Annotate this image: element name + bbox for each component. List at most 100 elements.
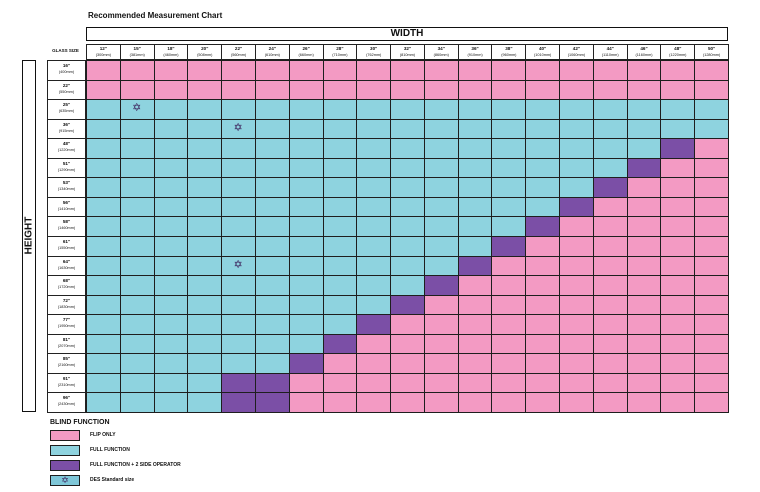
grid-cell — [525, 99, 561, 120]
grid-cell — [626, 138, 662, 159]
grid-cell — [153, 392, 189, 413]
grid-cell — [626, 372, 662, 394]
grid-cell — [356, 216, 392, 237]
grid-cell — [288, 333, 324, 355]
grid-cell — [254, 99, 290, 120]
grid-cell — [119, 118, 155, 140]
grid-cell — [694, 79, 729, 101]
column-header-inches: 50" — [707, 46, 716, 51]
grid-cell — [187, 333, 223, 355]
glass-size-label: GLASS SIZE — [52, 48, 79, 53]
grid-cell — [423, 177, 459, 198]
grid-cell — [153, 255, 189, 277]
grid-cell — [322, 255, 358, 277]
grid-cell — [694, 118, 729, 140]
grid-cell — [288, 60, 324, 81]
grid-cell — [288, 236, 324, 257]
grid-cell — [592, 294, 628, 316]
row-header-mm: (2070mm) — [57, 343, 76, 348]
grid-cell — [559, 314, 594, 335]
column-header-mm: (860mm) — [433, 53, 449, 57]
grid-cell — [559, 294, 594, 316]
column-header-inches: 12" — [99, 46, 108, 51]
grid-cell — [559, 392, 594, 413]
grid-cell — [592, 216, 628, 237]
grid-cell — [423, 79, 459, 101]
grid-cell — [119, 294, 155, 316]
grid-cell — [694, 353, 729, 374]
column-header: 36" (910mm) — [457, 44, 493, 60]
grid-cell — [525, 372, 561, 394]
grid-cell — [254, 372, 290, 394]
grid-cell — [457, 294, 493, 316]
grid-cell — [592, 138, 628, 159]
grid-cell — [525, 353, 561, 374]
row-header-mm: (550mm) — [58, 89, 75, 94]
grid-cell — [390, 314, 425, 335]
grid-cell — [288, 353, 324, 374]
row-header: 91" (2310mm) — [47, 372, 86, 394]
grid-cell — [254, 138, 290, 159]
grid-cell — [423, 118, 459, 140]
grid-cell — [423, 353, 459, 374]
legend-label: FLIP ONLY — [90, 432, 116, 438]
grid-cell — [187, 60, 223, 81]
column-header-mm: (1220mm) — [669, 53, 687, 57]
column-header: 15" (381mm) — [119, 44, 155, 60]
grid-cell — [660, 60, 696, 81]
row-header-mm: (1950mm) — [57, 324, 76, 329]
row-header-inches: 61" — [62, 239, 71, 244]
grid-cell — [119, 196, 155, 218]
grid-cell — [356, 255, 392, 277]
grid-cell — [86, 216, 121, 237]
grid-cell — [390, 333, 425, 355]
grid-cell — [525, 236, 561, 257]
row-header-inches: 96" — [62, 395, 71, 401]
grid-cell — [119, 138, 155, 159]
grid-cell — [254, 79, 290, 101]
grid-cell — [559, 275, 594, 296]
grid-cell — [559, 196, 594, 218]
grid-cell — [390, 294, 425, 316]
row-header: 72" (1830mm) — [47, 294, 86, 316]
grid-cell — [86, 255, 121, 277]
grid-cell — [592, 333, 628, 355]
column-header-inches: 44" — [606, 46, 614, 51]
column-header: 26" (660mm) — [288, 44, 324, 60]
grid-cell — [254, 177, 290, 198]
grid-cell — [390, 157, 425, 179]
row-header: 58" (1460mm) — [47, 216, 86, 237]
grid-cell — [390, 118, 425, 140]
column-header-inches: 28" — [336, 46, 344, 51]
grid-cell — [356, 314, 392, 335]
grid-cell — [119, 177, 155, 198]
grid-cell — [525, 196, 561, 218]
grid-cell — [694, 60, 729, 81]
column-header: 22" (560mm) — [221, 44, 256, 60]
grid-cell — [153, 333, 189, 355]
grid-cell — [390, 60, 425, 81]
column-header-mm: (762mm) — [366, 53, 382, 57]
grid-cell — [356, 60, 392, 81]
column-header: 32" (810mm) — [390, 44, 425, 60]
grid-cell — [626, 255, 662, 277]
row-header: 85" (2160mm) — [47, 353, 86, 374]
grid-cell — [626, 196, 662, 218]
row-header: 53" (1340mm) — [47, 177, 86, 198]
grid-cell — [356, 353, 392, 374]
column-header-mm: (610mm) — [264, 53, 280, 57]
grid-cell — [423, 157, 459, 179]
grid-cell — [525, 314, 561, 335]
grid-cell — [221, 196, 256, 218]
row-header: 36" (915mm) — [47, 118, 86, 140]
grid-cell — [288, 99, 324, 120]
row-header-inches: 53" — [62, 180, 71, 186]
grid-cell — [491, 216, 527, 237]
standard-size-star-icon: ✡ — [132, 102, 142, 115]
column-header-inches: 22" — [234, 46, 243, 51]
grid-cell — [525, 60, 561, 81]
column-header: 50" (1280mm) — [694, 44, 729, 60]
row-header-mm: (1630mm) — [57, 265, 76, 270]
grid-cell — [322, 314, 358, 335]
grid-cell — [491, 294, 527, 316]
